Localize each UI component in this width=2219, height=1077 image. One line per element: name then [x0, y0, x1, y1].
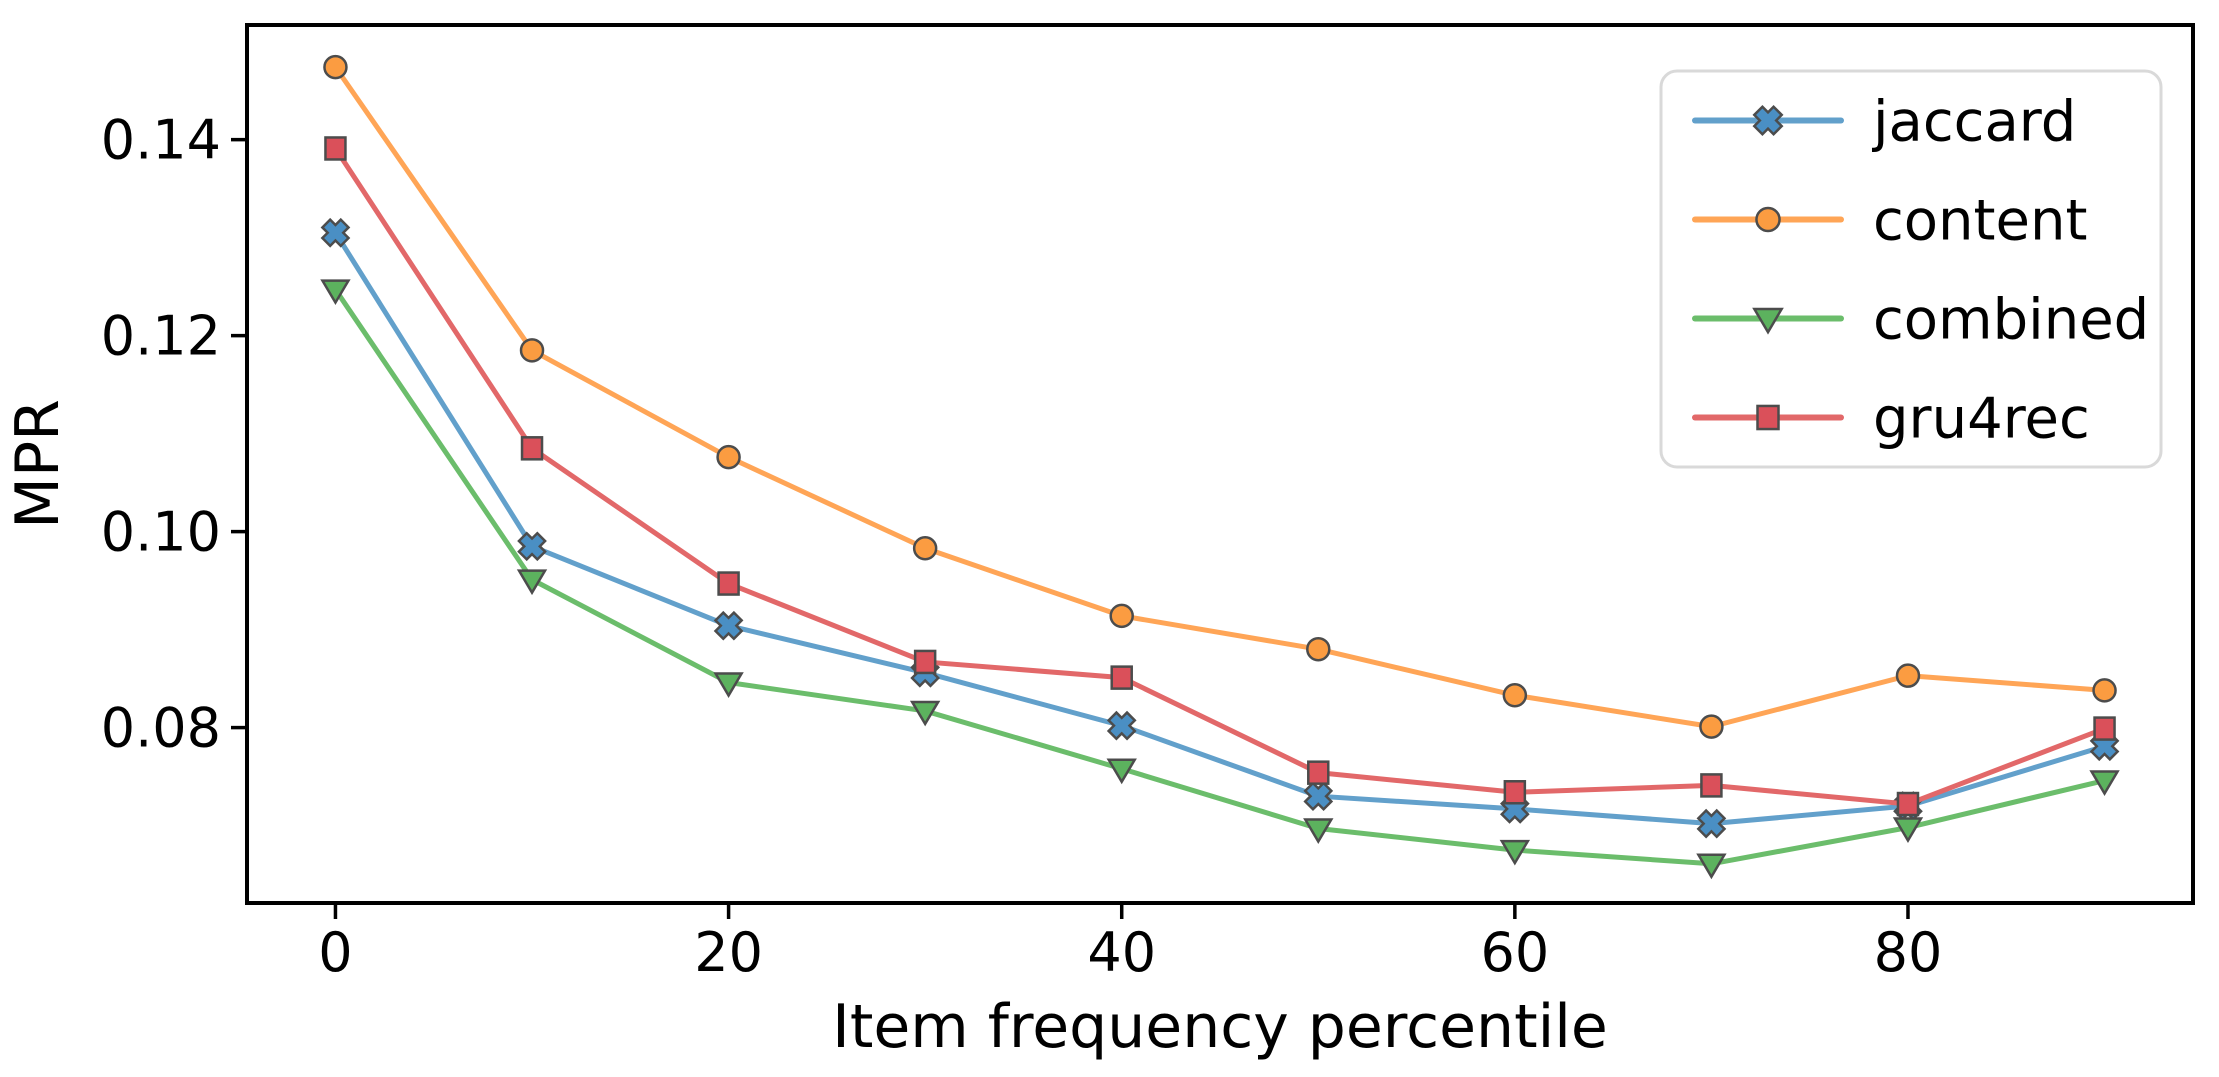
data-point-gru4rec-x30	[913, 649, 937, 675]
data-point-gru4rec-x0	[324, 136, 347, 161]
legend-box	[1659, 69, 2163, 469]
series-line-combined	[332, 287, 2108, 867]
legend-item-jaccard: jaccard	[1692, 90, 2076, 155]
legend-label: jaccard	[1871, 90, 2076, 155]
legend-marker-X	[1752, 104, 1784, 137]
data-point-jaccard-x20	[713, 610, 744, 641]
data-point-content-x20	[716, 444, 741, 470]
series-line-gru4rec	[332, 145, 2108, 807]
y-tick-label: 0.10	[101, 501, 221, 564]
data-point-content-x10	[519, 338, 545, 363]
data-point-gru4rec-x70	[1700, 773, 1723, 798]
data-point-content-x90	[2092, 678, 2117, 703]
data-point-gru4rec-x60	[1503, 780, 1527, 805]
x-tick-label: 0	[318, 921, 352, 984]
data-point-combined-x60	[1499, 839, 1531, 866]
x-axis-label: Item frequency percentile	[832, 992, 1608, 1062]
x-tick-label: 40	[1087, 921, 1156, 984]
legend: jaccard content combined gru4rec	[1659, 69, 2163, 469]
legend-marker-s	[1756, 404, 1780, 431]
data-point-gru4rec-x40	[1110, 665, 1133, 690]
data-point-combined-x0	[320, 279, 351, 306]
data-point-content-x40	[1109, 603, 1134, 629]
y-tick-label: 0.14	[101, 109, 221, 172]
data-point-gru4rec-x20	[717, 571, 740, 596]
legend-label: gru4rec	[1873, 387, 2090, 452]
data-point-combined-x70	[1696, 853, 1727, 880]
data-point-combined-x90	[2089, 770, 2120, 796]
data-point-combined-x30	[909, 700, 941, 727]
series-line-content	[332, 64, 2108, 730]
data-point-combined-x80	[1892, 817, 1924, 844]
legend-item-content: content	[1692, 189, 2087, 254]
data-point-content-x50	[1306, 636, 1331, 662]
data-point-gru4rec-x80	[1896, 791, 1920, 817]
legend-marker-o	[1755, 206, 1781, 233]
legend-item-gru4rec: gru4rec	[1692, 387, 2090, 452]
x-tick-label: 80	[1874, 921, 1943, 984]
data-point-combined-x10	[516, 569, 548, 596]
data-point-combined-x50	[1303, 818, 1334, 844]
legend-label: content	[1873, 189, 2087, 254]
data-point-jaccard-x40	[1106, 710, 1137, 741]
y-tick-label: 0.08	[101, 697, 221, 760]
data-point-content-x80	[1895, 663, 1921, 688]
data-point-content-x70	[1699, 714, 1724, 739]
data-point-gru4rec-x50	[1307, 760, 1330, 785]
data-point-content-x0	[323, 54, 348, 80]
series-layer	[320, 54, 2120, 880]
x-tick-label: 20	[694, 921, 763, 984]
axes-layer: 0 20 40 60 80 0.08 0.10 0.12 0.14	[101, 23, 2195, 984]
x-tick-label: 60	[1480, 921, 1549, 984]
data-point-jaccard-x70	[1696, 808, 1727, 839]
legend-marker-v	[1752, 307, 1784, 335]
data-point-combined-x20	[713, 672, 744, 698]
data-point-gru4rec-x10	[520, 436, 544, 461]
data-point-content-x60	[1502, 683, 1528, 708]
legend-item-combined: combined	[1692, 288, 2149, 353]
y-tick-label: 0.12	[101, 305, 221, 368]
data-point-content-x30	[912, 536, 938, 561]
plot-border	[245, 23, 2195, 905]
data-point-jaccard-x0	[320, 217, 351, 248]
data-point-combined-x40	[1106, 758, 1137, 785]
series-line-jaccard	[332, 230, 2108, 827]
y-axis-label: MPR	[3, 399, 73, 529]
data-point-jaccard-x10	[517, 531, 547, 562]
legend-label: combined	[1873, 288, 2149, 353]
data-point-gru4rec-x90	[2093, 716, 2116, 741]
